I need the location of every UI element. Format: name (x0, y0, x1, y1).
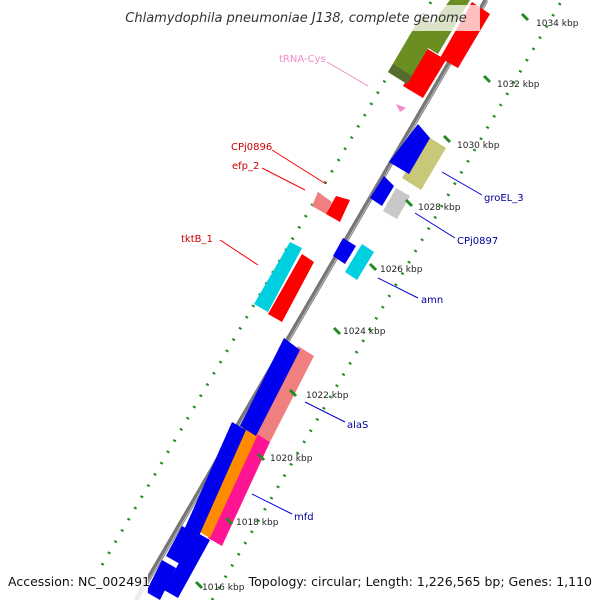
gene-label-CPj0896: CPj0896 (231, 142, 272, 153)
gene-label-efp_2: efp_2 (232, 161, 259, 172)
gene-tktB_1[interactable] (254, 242, 302, 312)
gene-label-tktB_1: tktB_1 (181, 234, 213, 245)
tick-label: 1030 kbp (457, 141, 500, 151)
tick-label: 1024 kbp (343, 327, 386, 337)
genome-stats-text: Topology: circular; Length: 1,226,565 bp… (248, 574, 592, 589)
gene-mfd[interactable] (208, 432, 270, 546)
tick-label: 1018 kbp (236, 518, 279, 528)
tick-label: 1028 kbp (418, 203, 461, 213)
tick-label: 1026 kbp (380, 265, 423, 275)
accession-text: Accession: NC_002491 (8, 574, 150, 589)
gene-block[interactable] (166, 526, 196, 564)
gene-amn[interactable] (345, 244, 374, 280)
map-title: Chlamydophila pneumoniae J138, complete … (125, 11, 466, 26)
tick-label: 1016 kbp (202, 583, 245, 593)
gene-CPj0896[interactable] (312, 192, 332, 214)
gene-block[interactable] (268, 254, 314, 322)
tick-label: 1020 kbp (270, 454, 313, 464)
gene-block[interactable] (403, 48, 446, 98)
gene-block[interactable] (388, 16, 440, 84)
title-backing (112, 5, 480, 31)
gene-alaS[interactable] (254, 346, 314, 442)
gene-block[interactable] (184, 422, 246, 538)
gene-block[interactable] (164, 532, 210, 598)
gene-block[interactable] (240, 338, 300, 436)
tick-label: 1022 kbp (306, 391, 349, 401)
gene-efp_2[interactable] (326, 196, 350, 222)
gene-block[interactable] (196, 426, 258, 538)
reverse-strand-genes (146, 16, 440, 600)
gene-label-groEL_3: groEL_3 (484, 193, 524, 204)
backbone-highlight (137, 0, 488, 600)
gene-block[interactable] (388, 64, 412, 84)
gene-label-mfd: mfd (294, 512, 314, 523)
gene-block[interactable] (389, 124, 430, 174)
gene-label-amn: amn (421, 295, 443, 306)
tick-label: 1034 kbp (536, 19, 579, 29)
footer-backing (0, 570, 148, 600)
footer-backing (252, 570, 600, 600)
gene-label-alaS: alaS (347, 420, 368, 431)
gene-block[interactable] (370, 176, 394, 206)
gene-groEL_3[interactable] (402, 136, 446, 190)
tick-marks (194, 12, 530, 590)
gene-CPj0897[interactable] (383, 188, 410, 219)
tick-label: 1032 kbp (497, 80, 540, 90)
gene-label-CPj0897: CPj0897 (457, 236, 498, 247)
gene-label-tRNA-Cys: tRNA-Cys (279, 54, 326, 65)
label-leaders (219, 61, 483, 515)
gene-block[interactable] (333, 238, 356, 264)
backbone-line (133, 0, 489, 600)
gene-block[interactable] (146, 560, 176, 600)
gene-tRNA-Cys[interactable] (396, 104, 406, 112)
